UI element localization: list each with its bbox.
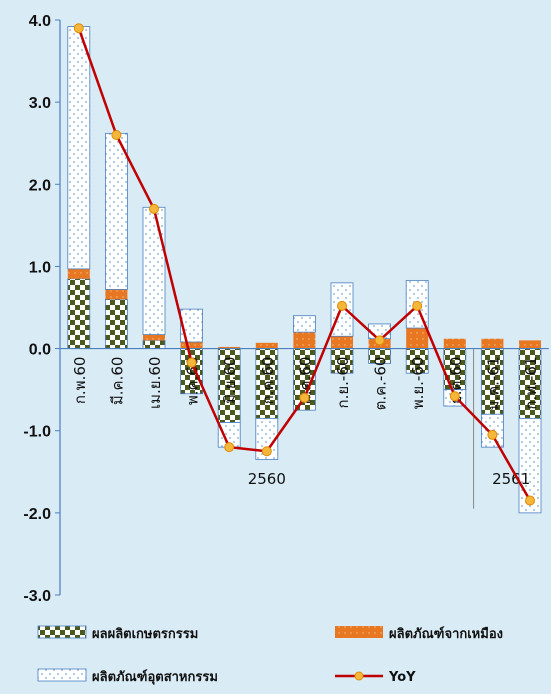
- mining-bar: [293, 332, 316, 349]
- y-tick-label: -3.0: [23, 588, 51, 605]
- legend: ผลผลิตเกษตรกรรม ผลิตภัณฑ์จากเหมืองผลิตภัณ…: [37, 625, 503, 685]
- yoy-point: [186, 357, 197, 368]
- yoy-point: [374, 335, 385, 346]
- legend-swatch: [37, 625, 87, 639]
- industry-bar: [292, 315, 316, 333]
- x-tick-label: ก.ย.-60: [334, 357, 352, 409]
- y-tick-label: 2.0: [29, 177, 51, 194]
- mining-bar: [443, 338, 466, 349]
- yoy-point: [525, 495, 535, 506]
- agriculture-bar: [67, 278, 91, 349]
- y-tick-label: 4.0: [29, 13, 51, 30]
- yoy-point: [412, 300, 423, 311]
- mining-bar: [180, 342, 203, 349]
- yoy-point: [73, 23, 84, 34]
- yoy-point: [487, 429, 498, 440]
- yoy-point: [111, 130, 122, 140]
- legend-industry: ผลิตภัณฑ์อุตสาหกรรม: [37, 668, 218, 685]
- x-tick-label: ต.ค.-60: [372, 357, 390, 411]
- agriculture-bar: [105, 298, 128, 349]
- mining-bar: [105, 289, 128, 300]
- y-tick-label: -2.0: [23, 506, 51, 523]
- y-tick-label: -1.0: [23, 424, 51, 441]
- legend-label: YoY: [388, 670, 416, 685]
- x-tick-label: เม.ย.60: [146, 357, 164, 409]
- plot-area: 4.0 3.0 2.0 1.0 0.0 -1.0 -2.0 -3.0 ก.พ.60 มี.ค.60…: [23, 13, 549, 605]
- group-label: 2560: [248, 470, 286, 488]
- legend-marker: [354, 671, 364, 681]
- legend-label: ผลิตภัณฑ์จากเหมือง: [389, 626, 503, 642]
- y-tick-label: 0.0: [29, 342, 51, 359]
- industry-bar: [180, 308, 204, 343]
- agriculture-bar: [142, 339, 166, 349]
- group-label: 2561: [492, 470, 530, 488]
- mining-bar: [67, 268, 90, 279]
- x-tick-label: มี.ค.60: [108, 357, 126, 406]
- yoy-point: [337, 300, 347, 311]
- x-tick-label: ก.พ.-61: [522, 357, 540, 410]
- mining-bar: [519, 340, 541, 349]
- yoy-point: [224, 442, 235, 453]
- legend-yoy: YoY: [335, 670, 416, 685]
- mining-bar: [218, 346, 241, 349]
- industry-bar: [142, 206, 166, 336]
- yoy-point: [299, 392, 310, 403]
- x-tick-label: พ.ค.60: [184, 357, 202, 406]
- industry-bar: [255, 417, 279, 460]
- yoy-point: [261, 446, 272, 457]
- mining-bar: [481, 338, 504, 349]
- legend-agriculture: ผลผลิตเกษตรกรรม: [37, 625, 198, 642]
- legend-mining: ผลิตภัณฑ์จากเหมือง: [335, 626, 503, 642]
- legend-swatch: [37, 668, 87, 682]
- industry-bar: [67, 26, 91, 270]
- x-tick-label: ธ.ค.60: [447, 357, 465, 405]
- yoy-point: [449, 391, 460, 402]
- x-tick-label: ก.พ.60: [71, 357, 89, 405]
- x-tick-label: ม.ค.-61: [484, 357, 502, 411]
- legend-label: ผลผลิตเกษตรกรรม: [92, 627, 198, 642]
- mining-bar: [143, 334, 165, 341]
- yoy-point: [149, 203, 159, 214]
- mining-bar: [406, 328, 429, 349]
- mining-bar: [255, 342, 278, 349]
- legend-swatch: [335, 626, 383, 638]
- y-tick-label: 3.0: [29, 95, 51, 112]
- x-tick-label: ส.ค.60: [296, 357, 314, 405]
- mining-bar: [331, 336, 353, 349]
- y-tick-label: 1.0: [29, 259, 51, 276]
- x-tick-label: พ.ย.-60: [409, 357, 427, 410]
- x-tick-label: ก.ค.60: [259, 357, 277, 405]
- legend-label: ผลิตภัณฑ์อุตสาหกรรม: [92, 669, 218, 685]
- industry-bar: [105, 132, 128, 290]
- x-tick-label: มิ.ย.60: [221, 357, 239, 404]
